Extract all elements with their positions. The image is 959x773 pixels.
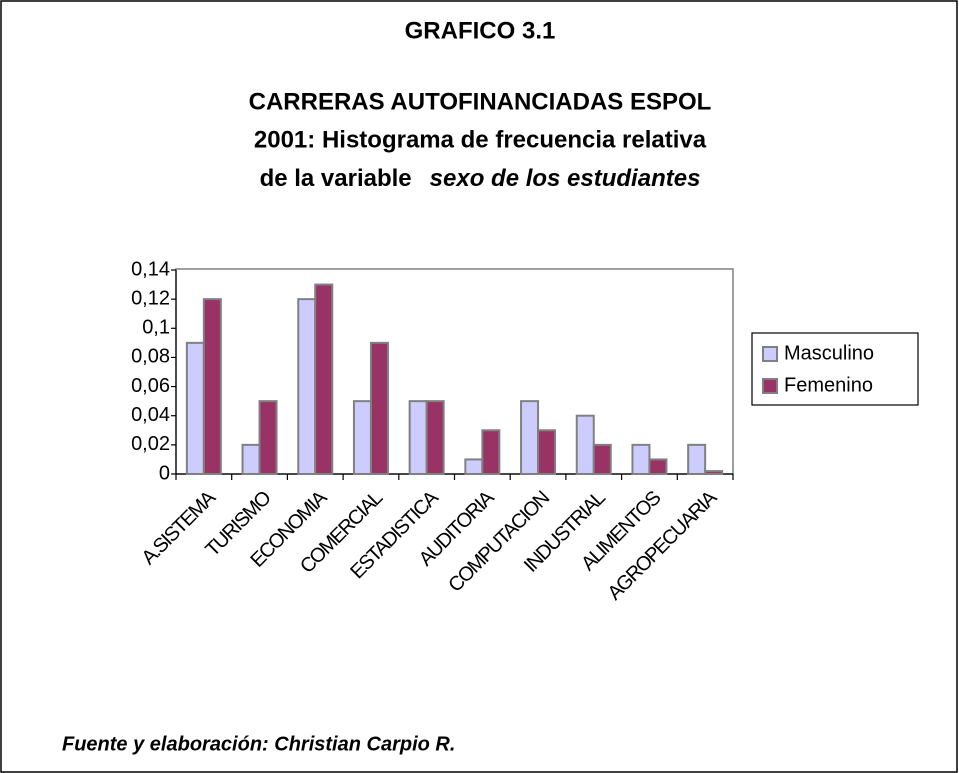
bar bbox=[631, 443, 651, 476]
bar bbox=[202, 298, 222, 475]
bar bbox=[648, 458, 668, 475]
bar bbox=[425, 400, 445, 475]
subtitle-part: de la variable bbox=[260, 165, 412, 192]
bar bbox=[704, 470, 724, 476]
y-tick-label: 0,12 bbox=[131, 287, 170, 309]
y-tick-label: 0,04 bbox=[131, 404, 170, 426]
bar bbox=[241, 443, 261, 476]
bar bbox=[592, 443, 612, 476]
y-tick-label: 0,14 bbox=[131, 258, 170, 280]
bar bbox=[297, 298, 317, 475]
bar bbox=[481, 429, 501, 475]
subtitle-part: sexo de los estudiantes bbox=[430, 165, 701, 192]
bar bbox=[575, 414, 595, 476]
source-note: Fuente y elaboración: Christian Carpio R… bbox=[62, 733, 455, 755]
chart-title: GRAFICO 3.1 bbox=[405, 17, 556, 44]
bar bbox=[314, 283, 334, 476]
legend bbox=[751, 332, 919, 406]
chart-subtitle: 2001: Histograma de frecuencia relativa bbox=[254, 126, 707, 153]
bar bbox=[258, 400, 278, 475]
bar bbox=[352, 400, 372, 475]
bar bbox=[537, 429, 557, 475]
bar bbox=[408, 400, 428, 475]
legend-swatch bbox=[762, 378, 778, 394]
bar bbox=[687, 443, 707, 476]
y-tick-label: 0,1 bbox=[142, 317, 170, 339]
bar bbox=[369, 341, 389, 475]
bar bbox=[185, 341, 205, 475]
legend-label: Femenino bbox=[784, 374, 873, 396]
y-tick-label: 0,08 bbox=[131, 346, 170, 368]
legend-swatch bbox=[762, 346, 778, 362]
y-tick-label: 0 bbox=[159, 462, 170, 484]
chart-subtitle: de la variable sexo de los estudiantes bbox=[260, 165, 701, 192]
chart-subtitle: CARRERAS AUTOFINANCIADAS ESPOL bbox=[249, 88, 712, 115]
legend-label: Masculino bbox=[784, 342, 874, 364]
y-tick-label: 0,02 bbox=[131, 433, 170, 455]
bar bbox=[520, 400, 540, 475]
y-tick-label: 0,06 bbox=[131, 375, 170, 397]
bar bbox=[464, 458, 484, 475]
